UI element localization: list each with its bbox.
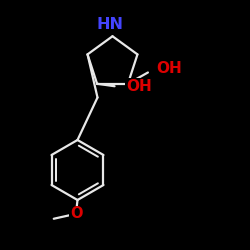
- Text: HN: HN: [96, 18, 124, 32]
- Text: OH: OH: [126, 79, 152, 94]
- Text: O: O: [70, 206, 82, 221]
- Text: OH: OH: [157, 61, 182, 76]
